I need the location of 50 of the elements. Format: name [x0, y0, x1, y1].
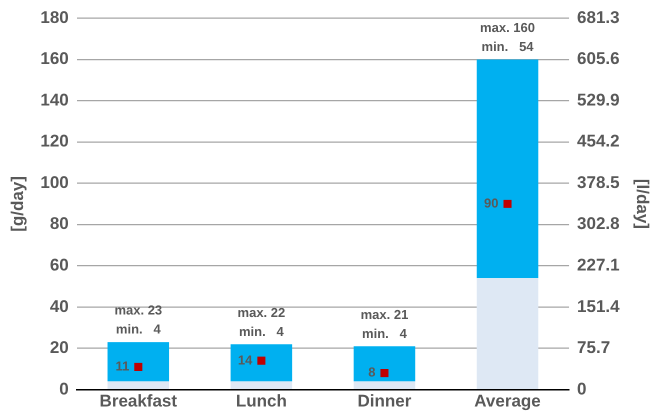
y-tick-label: 180	[40, 8, 69, 27]
y-tick-label: 40	[50, 296, 69, 316]
y-tick-label: 60	[50, 255, 69, 274]
y-tick-label: 100	[40, 172, 69, 192]
y2-tick-label: 151.4	[577, 296, 620, 316]
annotation: max. 160	[480, 20, 535, 36]
y-axis-title: [g/day]	[8, 176, 27, 232]
point	[257, 356, 266, 365]
bar	[230, 381, 292, 389]
y2-tick-label: 378.5	[577, 172, 620, 192]
bar	[476, 278, 538, 389]
y-tick-label: 80	[50, 214, 69, 234]
y2-tick-label: 302.8	[577, 214, 620, 234]
annotation: min. 4	[238, 324, 285, 339]
annotation: min. 4	[362, 326, 408, 341]
x-tick-label: Lunch	[236, 391, 287, 410]
y2-tick-label: 75.7	[577, 338, 610, 358]
bar	[476, 59, 538, 278]
data-label: 11	[116, 358, 130, 374]
y-tick-label: 160	[40, 49, 69, 68]
y2-tick-label: 227.1	[577, 255, 620, 274]
x-tick-label: Breakfast	[100, 391, 178, 410]
annotation: max. 23	[114, 302, 162, 318]
y-tick-label: 140	[40, 90, 69, 110]
y2-tick-label: 605.6	[577, 49, 620, 68]
point	[503, 200, 512, 208]
y2-tick-label: 529.9	[577, 90, 620, 110]
y2-tick-label: 681.3	[577, 8, 620, 27]
y2-tick-label: 0	[577, 379, 587, 398]
point	[380, 369, 388, 378]
y2-tick-label: 454.2	[577, 132, 620, 151]
y-tick-label: 0	[59, 379, 69, 398]
bar	[354, 381, 416, 389]
bar	[108, 381, 170, 389]
x-tick-label: Dinner	[358, 391, 412, 410]
bar	[108, 342, 170, 382]
y-tick-label: 120	[40, 132, 69, 151]
x-tick-label: Average	[474, 391, 541, 410]
annotation: min. 54	[482, 39, 534, 54]
annotation: min. 4	[116, 322, 162, 337]
point	[134, 362, 142, 371]
annotation: max. 22	[238, 304, 286, 320]
y-tick-label: 20	[50, 338, 69, 358]
bar	[230, 344, 292, 382]
bar	[354, 346, 416, 382]
data-label: 90	[484, 195, 499, 210]
annotation: max. 21	[360, 306, 408, 322]
data-label: 8	[368, 364, 376, 380]
data-label: 14	[238, 352, 254, 368]
y2-axis-title: [l/day]	[633, 178, 652, 229]
